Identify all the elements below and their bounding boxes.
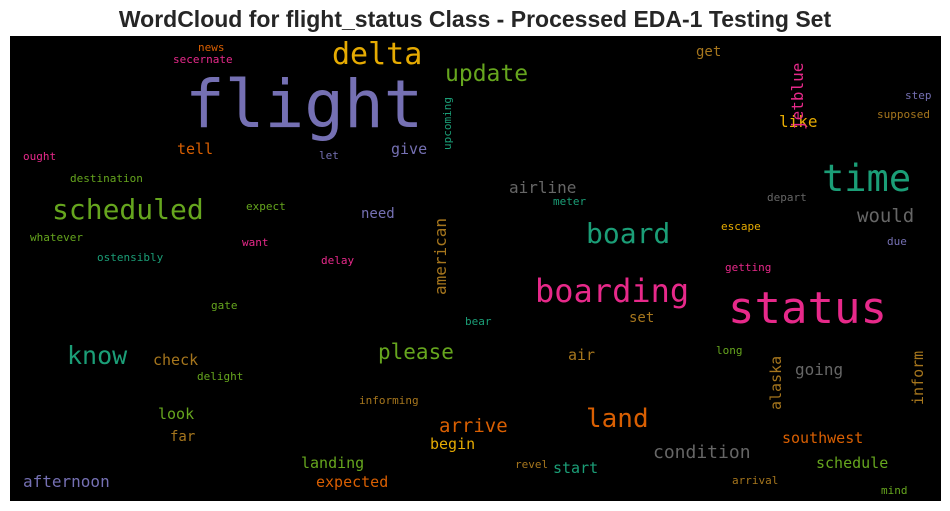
word-schedule: schedule: [816, 454, 888, 472]
word-long: long: [716, 344, 743, 357]
word-check: check: [153, 351, 198, 369]
word-revel: revel: [515, 458, 548, 471]
word-begin: begin: [430, 435, 475, 453]
word-need: need: [361, 206, 395, 222]
word-jetblue: jetblue: [788, 63, 807, 130]
wordcloud-canvas: flight status time boarding delta scheduled bo…: [10, 36, 941, 501]
word-look: look: [158, 405, 194, 423]
word-delta: delta: [332, 37, 422, 72]
word-supposed: supposed: [877, 108, 930, 121]
word-update: update: [445, 61, 528, 87]
word-meter: meter: [553, 195, 586, 208]
word-gate: gate: [211, 299, 238, 312]
word-alaska: alaska: [767, 356, 785, 410]
word-land: land: [586, 404, 649, 434]
word-informing: informing: [359, 394, 419, 407]
word-condition: condition: [653, 442, 751, 463]
word-step: step: [905, 89, 932, 102]
word-far: far: [170, 429, 195, 445]
word-flight: flight: [185, 66, 423, 143]
word-secernate: secernate: [173, 53, 233, 66]
word-delay: delay: [321, 254, 354, 267]
word-boarding: boarding: [535, 272, 689, 310]
word-let: let: [319, 149, 339, 162]
word-bear: bear: [465, 315, 492, 328]
chart-title: WordCloud for flight_status Class - Proc…: [118, 6, 832, 32]
word-southwest: southwest: [782, 429, 863, 447]
word-escape: escape: [721, 220, 761, 233]
word-please: please: [378, 340, 454, 364]
word-news: news: [198, 41, 225, 54]
word-give: give: [391, 140, 427, 158]
word-tell: tell: [177, 140, 213, 158]
word-depart: depart: [767, 191, 807, 204]
word-afternoon: afternoon: [23, 472, 110, 491]
word-arrive: arrive: [439, 415, 508, 437]
word-getting: getting: [725, 261, 771, 274]
word-inform: inform: [909, 351, 927, 405]
word-board: board: [586, 217, 670, 250]
word-start: start: [553, 459, 598, 477]
word-going: going: [795, 360, 843, 379]
word-scheduled: scheduled: [52, 193, 204, 226]
word-time: time: [822, 157, 911, 200]
word-expected: expected: [316, 473, 388, 491]
wordcloud-svg: flight status time boarding delta scheduled bo…: [23, 37, 932, 497]
word-get: get: [696, 44, 721, 60]
word-destination: destination: [70, 172, 143, 185]
word-ought: ought: [23, 150, 56, 163]
word-set: set: [629, 310, 654, 326]
word-mind: mind: [881, 484, 908, 497]
word-would: would: [857, 205, 914, 227]
word-airline: airline: [509, 178, 576, 197]
word-status: status: [728, 283, 887, 334]
word-delight: delight: [197, 370, 243, 383]
word-ostensibly: ostensibly: [97, 251, 164, 264]
word-expect: expect: [246, 200, 286, 213]
word-like: like: [779, 112, 818, 131]
word-landing: landing: [301, 454, 364, 472]
word-air: air: [568, 346, 595, 364]
word-want: want: [242, 236, 269, 249]
word-upcoming: upcoming: [441, 97, 454, 150]
word-know: know: [67, 341, 128, 370]
word-due: due: [887, 235, 907, 248]
word-american: american: [431, 218, 450, 295]
word-whatever: whatever: [30, 231, 83, 244]
word-arrival: arrival: [732, 474, 778, 487]
